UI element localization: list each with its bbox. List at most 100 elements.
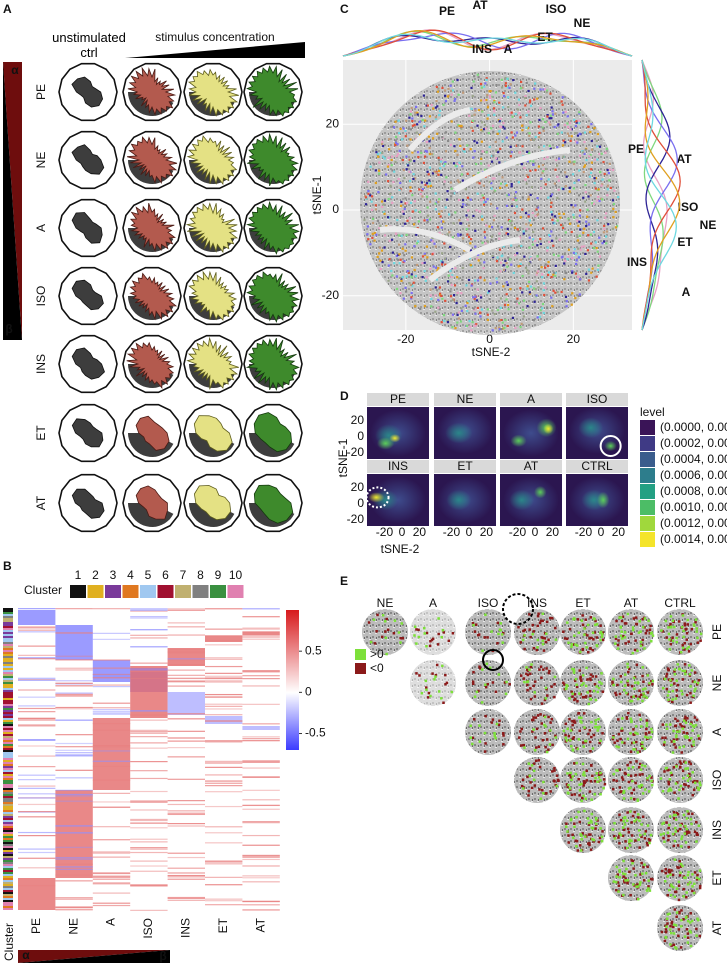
diff-dot	[612, 772, 616, 776]
cell-dot	[462, 203, 465, 206]
diff-dot	[648, 841, 651, 845]
diff-dot	[571, 667, 574, 671]
cell-dot	[506, 324, 509, 328]
cell-dot	[553, 215, 557, 218]
legend-label: ISO	[546, 2, 567, 16]
cell-dot	[584, 148, 587, 151]
cell-dot	[425, 245, 429, 248]
cluster-strip	[3, 854, 13, 856]
cell-dot	[446, 190, 449, 193]
cell-dot	[589, 130, 592, 134]
heat-line	[167, 681, 205, 683]
diff-dot	[650, 730, 654, 734]
cell-dot	[370, 200, 373, 203]
cell-dot	[426, 206, 429, 209]
diff-dot	[543, 698, 547, 702]
diff-dot	[469, 736, 473, 739]
cell-dot	[541, 307, 544, 310]
cell-dot	[444, 257, 447, 260]
diff-dot	[567, 783, 570, 787]
diff-dot	[673, 839, 677, 843]
diff-dot	[644, 830, 648, 833]
cell-dot	[521, 308, 525, 311]
cell-dot	[518, 112, 521, 115]
cell-dot	[556, 132, 559, 135]
diff-dot	[628, 870, 631, 874]
diff-dot	[671, 751, 675, 754]
diff-dot	[581, 647, 585, 651]
heat-line	[55, 789, 93, 791]
cell-dot	[454, 97, 457, 101]
cell-shape	[193, 415, 233, 452]
heat-line	[167, 812, 205, 814]
cell-dot	[541, 163, 545, 167]
cell-shape	[246, 271, 301, 323]
diff-dot	[480, 701, 484, 704]
diff-dot	[519, 674, 523, 677]
heat-line	[205, 676, 243, 679]
diff-dot	[601, 638, 605, 642]
cell-dot	[462, 237, 465, 240]
cell-dot	[571, 270, 574, 273]
diff-dot	[498, 719, 501, 723]
cell-dot	[477, 253, 480, 256]
diff-dot	[647, 619, 650, 622]
diff-dot	[580, 716, 583, 720]
diff-dot	[672, 740, 676, 743]
heat-line	[55, 708, 93, 710]
diff-dot	[622, 826, 625, 829]
cell-dot	[501, 176, 504, 179]
cell-dot	[513, 226, 517, 230]
diff-dot	[537, 745, 541, 749]
legend-swatch	[640, 468, 655, 483]
cell-dot	[413, 159, 416, 163]
cell-dot	[472, 307, 475, 310]
cell-dot	[506, 77, 509, 80]
cluster-strip	[3, 826, 13, 828]
cluster-strip	[3, 734, 13, 736]
cell-dot	[426, 220, 429, 223]
cell-dot	[572, 187, 576, 190]
diff-dot	[646, 691, 650, 694]
cell-dot	[420, 114, 423, 118]
cell-dot	[415, 105, 418, 109]
heat-line	[167, 899, 205, 901]
cell-dot	[486, 291, 490, 294]
cell-dot	[532, 238, 535, 241]
diff-dot	[644, 632, 648, 635]
diff-dot	[623, 673, 627, 676]
diff-dot	[527, 794, 530, 797]
cell-dot	[479, 261, 482, 265]
diff-dot	[583, 633, 586, 636]
heat-line	[92, 677, 131, 679]
diff-dot	[641, 741, 644, 744]
cell-dot	[428, 182, 431, 185]
cell-dot	[390, 158, 393, 162]
heat-block	[167, 692, 205, 715]
heat-line	[242, 799, 280, 801]
cell-dot	[480, 198, 483, 202]
diff-dot	[469, 724, 472, 728]
heat-line	[55, 898, 93, 900]
cluster-swatch	[175, 585, 191, 598]
column-label: A	[104, 918, 118, 926]
colorbar-label: -0.5	[305, 726, 326, 740]
diff-dot	[673, 743, 676, 746]
diff-dot	[675, 689, 679, 692]
cell-dot	[550, 276, 553, 279]
diff-dot	[633, 810, 636, 814]
cluster-strip	[3, 696, 13, 698]
diff-dot	[535, 648, 539, 652]
diff-dot	[437, 617, 440, 620]
cell-dot	[510, 151, 513, 154]
cell-dot	[543, 293, 546, 297]
cell-dot	[471, 119, 474, 122]
diff-dot	[674, 890, 678, 894]
diff-map	[465, 709, 511, 755]
heat-line	[205, 863, 243, 865]
diff-dot	[611, 680, 614, 684]
cell-dot	[605, 242, 608, 245]
cell-dot	[597, 195, 600, 198]
diff-dot	[580, 619, 584, 622]
cell-dot	[498, 237, 501, 240]
